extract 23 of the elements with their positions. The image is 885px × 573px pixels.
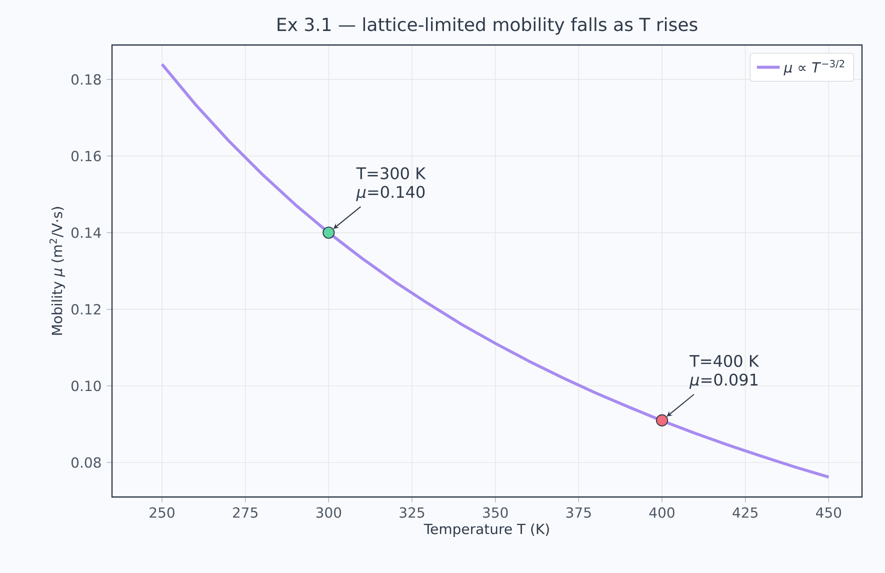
x-tick-label: 375 bbox=[566, 507, 591, 518]
x-tick-label: 425 bbox=[732, 507, 758, 518]
y-tick-label: 0.14 bbox=[71, 227, 101, 238]
y-tick-label: 0.10 bbox=[71, 380, 101, 392]
x-axis-title: Temperature T (K) bbox=[424, 523, 549, 537]
annotation: T=300 K bbox=[356, 167, 426, 180]
annotation: μ=0.140 bbox=[356, 186, 425, 202]
x-tick-label: 275 bbox=[233, 507, 258, 518]
annotation: μ=0.091 bbox=[689, 374, 758, 389]
x-tick-label: 300 bbox=[316, 507, 342, 518]
chart-title: Ex 3.1 — lattice-limited mobility falls as T rises bbox=[278, 17, 698, 35]
y-tick-label: 0.08 bbox=[71, 457, 101, 468]
x-tick-label: 250 bbox=[150, 507, 174, 518]
legend-label: μ ∝ T$^{−3/2}$ bbox=[784, 60, 844, 76]
x-tick-label: 450 bbox=[816, 507, 842, 518]
x-tick-label: 400 bbox=[649, 507, 674, 518]
y-tick-label: 0.18 bbox=[71, 74, 101, 85]
y-tick-label: 0.16 bbox=[71, 150, 101, 162]
y-axis-title: Mobility μ (m$^{2}$/V·s) bbox=[49, 207, 65, 335]
y-tick-label: 0.12 bbox=[71, 304, 100, 315]
annotation: T=400 K bbox=[690, 354, 760, 368]
x-tick-label: 350 bbox=[483, 507, 508, 518]
x-tick-label: 325 bbox=[400, 507, 424, 518]
